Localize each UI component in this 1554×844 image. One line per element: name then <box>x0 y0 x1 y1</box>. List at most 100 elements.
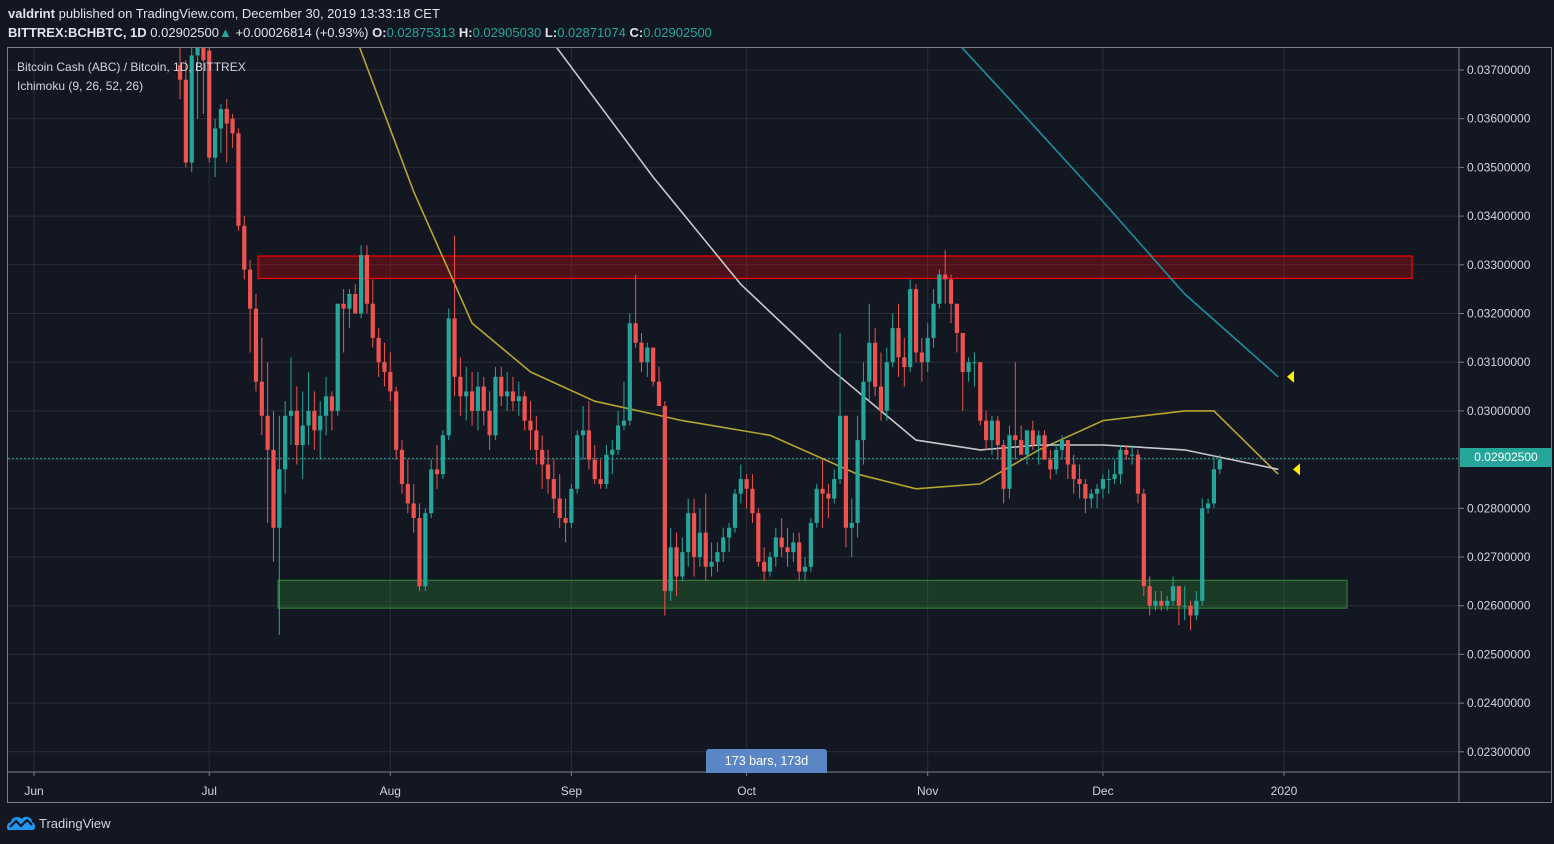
candle-body <box>283 415 288 470</box>
ohlc-close-key: C: <box>629 25 644 40</box>
candle-body <box>1159 600 1164 606</box>
candle-body <box>738 479 743 494</box>
ohlc-close-value: 0.02902500 <box>643 25 712 40</box>
candle-body <box>277 469 282 528</box>
candle-body <box>370 303 375 338</box>
candle-body <box>867 342 872 382</box>
candle-body <box>826 493 831 499</box>
candle-body <box>1205 503 1211 509</box>
candle-body <box>645 347 650 363</box>
candle-body <box>919 352 924 363</box>
tradingview-cloud-icon <box>7 816 35 830</box>
y-axis-label: 0.03500000 <box>1467 160 1531 174</box>
candle-body <box>750 488 755 514</box>
candle-body <box>1141 493 1146 587</box>
candle-body <box>212 128 218 158</box>
candle-body <box>1042 435 1047 460</box>
candle-body <box>230 118 235 134</box>
candle-body <box>943 274 948 280</box>
candle-body <box>756 513 761 562</box>
candle-body <box>884 362 889 411</box>
candle-body <box>1100 479 1106 489</box>
candle-body <box>218 108 224 129</box>
candle-body <box>359 255 364 314</box>
candle-body <box>434 469 440 475</box>
candle-body <box>978 362 983 421</box>
candle-body <box>984 420 989 441</box>
candle-body <box>312 410 317 431</box>
candle-body <box>802 566 808 572</box>
y-axis-label: 0.02700000 <box>1467 550 1531 564</box>
candle-body <box>656 381 662 407</box>
ohlc-high-value: 0.02905030 <box>472 25 542 40</box>
candle-body <box>791 542 796 553</box>
candle-body <box>1188 605 1193 616</box>
candle-body <box>598 479 603 484</box>
candle-body <box>236 133 241 226</box>
candle-body <box>487 410 492 436</box>
candle-body <box>913 289 919 353</box>
candle-body <box>499 376 504 397</box>
candle-body <box>785 547 790 553</box>
chart-frame <box>7 47 1552 803</box>
candle-body <box>1170 586 1176 601</box>
candle-body <box>843 415 849 528</box>
candle-body <box>242 225 247 270</box>
candle-body <box>773 537 778 557</box>
candle-body <box>592 459 597 480</box>
candle-body <box>808 522 813 567</box>
candle-body <box>896 328 901 358</box>
y-axis-label: 0.03000000 <box>1467 404 1531 418</box>
candle-body <box>294 410 299 445</box>
candle-body <box>353 294 358 314</box>
candle-body <box>347 294 352 309</box>
candle-body <box>177 65 183 80</box>
candle-body <box>1217 459 1222 470</box>
candle-body <box>411 503 416 519</box>
candle-body <box>902 357 907 368</box>
candle-body <box>551 479 556 499</box>
candle-body <box>651 347 656 382</box>
candle-body <box>960 332 965 372</box>
candle-body <box>335 303 340 411</box>
candle-body <box>253 308 259 382</box>
bars-range-badge: 173 bars, 173d <box>706 749 827 773</box>
candle-body <box>861 381 866 441</box>
publish-info: valdrint published on TradingView.com, D… <box>8 6 440 21</box>
candle-body <box>873 342 878 387</box>
candle-body <box>522 396 527 421</box>
indicator-legend[interactable]: Ichimoku (9, 26, 52, 26) <box>17 79 144 93</box>
symbol-label: BITTREX:BCHBTC, 1D <box>8 25 147 40</box>
candle-body <box>364 255 370 304</box>
candle-body <box>481 386 486 411</box>
candle-body <box>855 440 860 523</box>
candle-body <box>948 279 954 304</box>
x-axis-label: Dec <box>1092 784 1113 798</box>
candle-body <box>464 391 469 397</box>
ohlc-low: L:0.02871074 <box>545 25 626 40</box>
candle-body <box>183 79 188 163</box>
candle-body <box>469 391 475 411</box>
candle-body <box>1130 454 1135 456</box>
y-axis-label: 0.02800000 <box>1467 501 1531 515</box>
candle-body <box>510 391 516 402</box>
candle-body <box>534 430 539 450</box>
candle-body <box>878 386 884 411</box>
candle-body <box>837 415 843 480</box>
author-name[interactable]: valdrint <box>8 6 55 21</box>
candle-body <box>966 362 971 372</box>
candle-body <box>779 537 784 548</box>
candle-body <box>616 425 621 450</box>
tradingview-logo[interactable]: TradingView <box>7 814 111 832</box>
candle-body <box>288 410 294 416</box>
series-legend[interactable]: Bitcoin Cash (ABC) / Bitcoin, 1D, BITTRE… <box>17 60 246 74</box>
candle-body <box>195 48 200 56</box>
candle-body <box>1147 586 1152 606</box>
ohlc-open-value: 0.02875313 <box>386 25 456 40</box>
y-axis-label: 0.03200000 <box>1467 307 1531 321</box>
candle-body <box>691 513 697 557</box>
candle-body <box>1001 444 1006 489</box>
candle-body <box>726 527 732 538</box>
ohlc-low-key: L: <box>544 25 558 40</box>
candle-body <box>1071 464 1076 480</box>
